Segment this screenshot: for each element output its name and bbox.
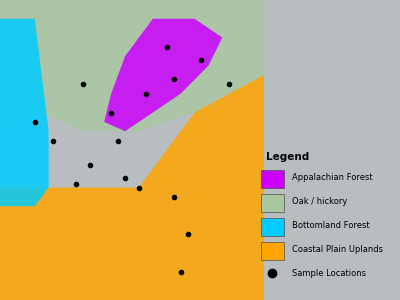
FancyBboxPatch shape xyxy=(261,218,284,236)
Text: Legend: Legend xyxy=(266,152,310,161)
FancyBboxPatch shape xyxy=(261,194,284,211)
Polygon shape xyxy=(0,0,264,131)
Polygon shape xyxy=(0,75,264,300)
Text: Oak / hickory: Oak / hickory xyxy=(292,196,348,206)
FancyBboxPatch shape xyxy=(261,169,284,188)
FancyBboxPatch shape xyxy=(261,242,284,260)
Text: Bottomland Forest: Bottomland Forest xyxy=(292,220,370,230)
Text: Coastal Plain Uplands: Coastal Plain Uplands xyxy=(292,244,383,253)
Polygon shape xyxy=(0,19,49,206)
Text: Sample Locations: Sample Locations xyxy=(292,268,366,278)
Polygon shape xyxy=(104,19,222,131)
Text: Appalachian Forest: Appalachian Forest xyxy=(292,172,373,182)
